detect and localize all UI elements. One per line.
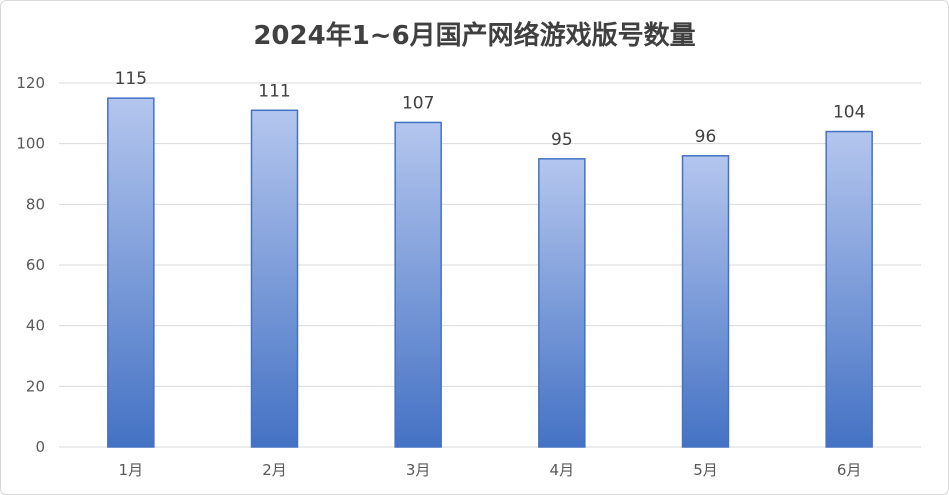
x-tick-label: 5月	[693, 461, 718, 479]
bar	[250, 109, 299, 448]
y-tick-label: 60	[26, 256, 45, 274]
y-tick-label: 40	[26, 317, 45, 335]
y-axis-ticks: 0 20 40 60 80 100 120	[16, 74, 45, 456]
gridlines	[59, 82, 921, 448]
x-tick-label: 1月	[119, 461, 144, 479]
y-tick-label: 0	[35, 438, 45, 456]
data-label: 115	[115, 69, 147, 89]
y-tick-label: 100	[16, 135, 45, 153]
bar	[681, 155, 730, 448]
data-label: 95	[551, 130, 573, 150]
bar	[538, 158, 586, 448]
bar	[394, 121, 442, 448]
data-label: 107	[402, 93, 434, 113]
x-tick-label: 3月	[406, 461, 431, 479]
bars	[107, 97, 873, 448]
data-label: 104	[833, 103, 865, 123]
bar	[107, 97, 155, 448]
bar	[825, 130, 873, 448]
data-label: 111	[258, 81, 290, 101]
chart-title: 2024年1~6月国产网络游戏版号数量	[253, 21, 696, 51]
x-axis-ticks: 1月 2月 3月 4月 5月 6月	[119, 461, 862, 479]
data-labels: 115 111 107 95 96 104	[115, 69, 866, 150]
y-tick-label: 120	[16, 74, 45, 92]
x-tick-label: 2月	[262, 461, 287, 479]
y-tick-label: 80	[26, 195, 45, 213]
y-tick-label: 20	[26, 377, 45, 395]
x-tick-label: 4月	[550, 461, 575, 479]
x-tick-label: 6月	[837, 461, 862, 479]
data-label: 96	[695, 127, 717, 147]
